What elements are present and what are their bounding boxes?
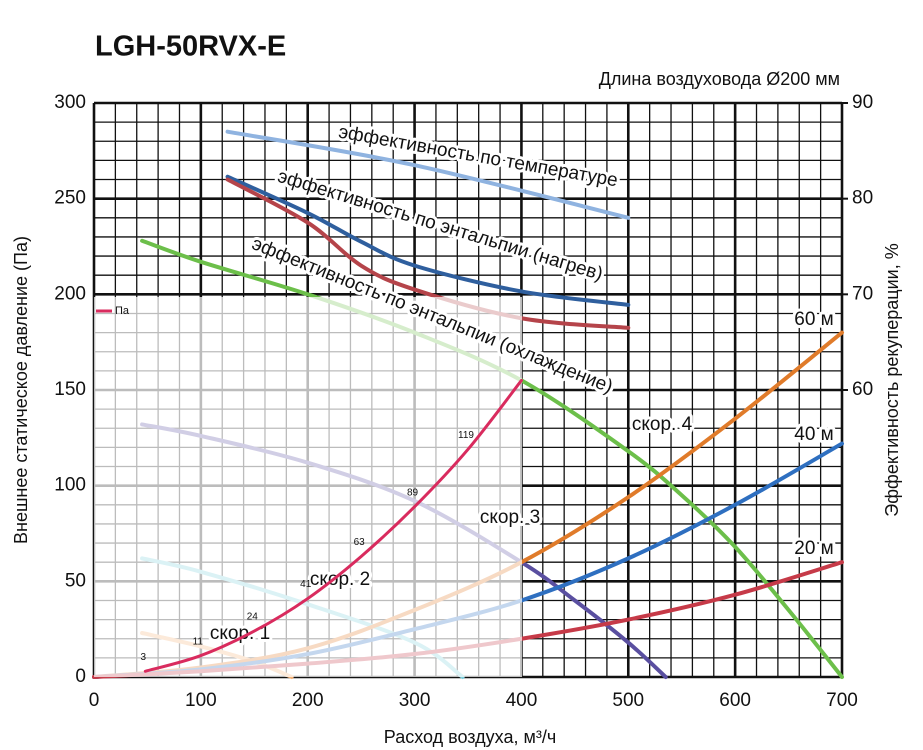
data-label: 41 — [300, 579, 312, 590]
series-label: скор. 2 — [310, 569, 370, 590]
series-line — [143, 378, 523, 673]
y2-tick-label: 90 — [852, 92, 873, 113]
data-label: 11 — [193, 637, 204, 648]
series-line — [140, 238, 844, 679]
series-label: скор. 1 — [210, 623, 270, 644]
x-tick-label: 500 — [612, 690, 644, 711]
y2-tick-label: 70 — [852, 283, 873, 304]
y-tick-label: 250 — [54, 188, 86, 209]
y-tick-label: 50 — [65, 570, 86, 591]
x-tick-label: 700 — [826, 690, 858, 711]
data-label: 119 — [458, 430, 474, 441]
overlay-panel — [94, 297, 522, 677]
y-tick-label: 200 — [54, 283, 86, 304]
chart-title: LGH-50RVX-E — [95, 31, 286, 63]
data-label: 24 — [247, 612, 259, 623]
data-label: 3 — [141, 652, 147, 663]
series-line — [225, 129, 631, 220]
x-tick-label: 100 — [185, 690, 217, 711]
x-tick-label: 600 — [719, 690, 751, 711]
x-tick-label: 0 — [89, 690, 100, 711]
y2-axis-label: Эффективность рекуперации, % — [882, 243, 902, 516]
data-label: 89 — [407, 487, 419, 498]
y-tick-label: 100 — [54, 475, 86, 496]
series-label: 60 м — [794, 309, 833, 330]
series-label: скор. 3 — [480, 507, 540, 528]
series-label: скор. 4 — [632, 414, 693, 435]
series-line — [225, 174, 631, 307]
y2-tick-label: 60 — [852, 379, 873, 400]
x-axis-label: Расход воздуха, м³/ч — [384, 727, 556, 747]
series-label: 40 м — [794, 424, 833, 445]
x-tick-label: 400 — [506, 690, 538, 711]
x-tick-label: 200 — [292, 690, 324, 711]
chart-subtitle: Длина воздуховода Ø200 мм — [599, 69, 840, 89]
y2-tick-label: 80 — [852, 188, 873, 209]
y-axis-label: Внешнее статическое давление (Па) — [11, 236, 31, 544]
legend-label: Па — [115, 305, 130, 317]
y-tick-label: 150 — [54, 379, 86, 400]
series-line — [225, 177, 631, 330]
y-tick-label: 0 — [75, 666, 86, 687]
y-tick-label: 300 — [54, 92, 86, 113]
x-tick-label: 300 — [399, 690, 431, 711]
data-label: 63 — [354, 537, 366, 548]
series-label: 20 м — [794, 538, 833, 559]
